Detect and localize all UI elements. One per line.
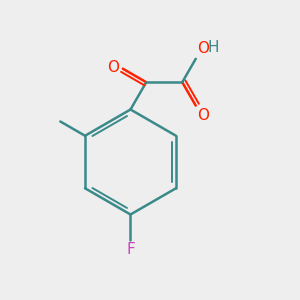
Text: O: O — [197, 41, 209, 56]
Text: F: F — [126, 242, 135, 257]
Text: H: H — [207, 40, 219, 55]
Text: O: O — [107, 60, 119, 75]
Text: O: O — [197, 108, 209, 123]
